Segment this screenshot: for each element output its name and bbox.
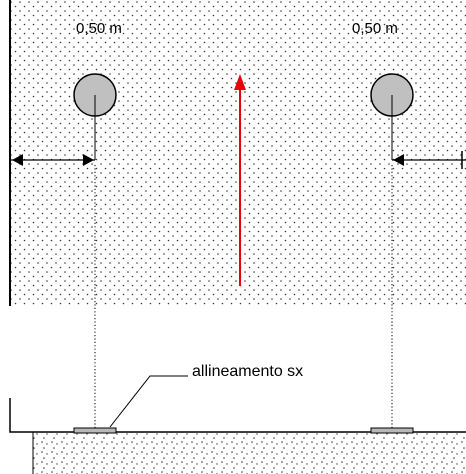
right-dimension-arrow-icon: [392, 151, 466, 169]
alignment-note-label: allineamento sx: [192, 363, 303, 380]
alignment-leader-line: [109, 375, 188, 428]
ground-section: [33, 432, 466, 474]
right-plate: [370, 427, 414, 434]
left-plate: [73, 427, 117, 434]
ground-outline: [9, 398, 466, 433]
direction-arrow-icon: [234, 74, 246, 286]
right-offset-label: 0,50 m: [352, 20, 398, 37]
left-offset-label: 0,50 m: [76, 20, 122, 37]
top-view-dotted-area: [10, 0, 466, 306]
left-dimension-arrow-icon: [10, 154, 95, 166]
